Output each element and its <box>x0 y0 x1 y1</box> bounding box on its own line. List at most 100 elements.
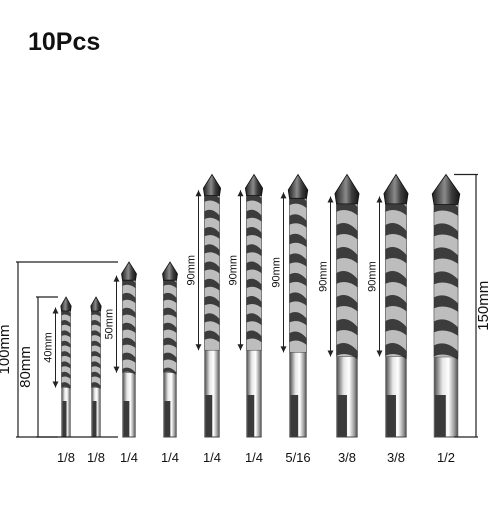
arrow-down <box>327 350 334 357</box>
size-label: 3/8 <box>387 450 405 465</box>
flute-spiral <box>91 340 101 348</box>
drill-bit-tip <box>90 296 102 312</box>
drill-bit: 1/2 <box>431 173 461 465</box>
flute-length-label: 90mm <box>318 261 330 292</box>
flute-spiral <box>289 292 307 306</box>
flute-spiral <box>61 309 71 317</box>
flute-spiral <box>434 247 458 264</box>
flute-dimension: 90mm <box>271 192 287 353</box>
flute-spiral <box>434 295 458 312</box>
flute-spiral <box>61 340 71 348</box>
flute-spiral <box>204 227 220 239</box>
flute-spiral <box>163 337 177 348</box>
shank-flat <box>164 401 171 437</box>
flute-spiral <box>246 261 262 274</box>
drill-bit: 1/4 <box>161 261 179 465</box>
arrow-down <box>195 344 202 351</box>
flute-spiral <box>246 227 262 239</box>
shank-flat <box>62 401 67 437</box>
flute-spiral <box>122 367 136 375</box>
flute-spiral <box>204 296 220 308</box>
flute-spiral <box>204 209 220 222</box>
flute-spiral <box>246 244 262 257</box>
arrow-down <box>113 366 120 373</box>
shank-flat <box>290 395 299 437</box>
arrow-up <box>280 192 287 199</box>
size-label: 1/4 <box>161 450 179 465</box>
flute-spiral <box>246 278 262 291</box>
drill-bit-tip <box>287 173 309 199</box>
drill-bit: 1/4 90mm <box>186 173 222 465</box>
flute-spiral <box>289 331 307 345</box>
flute-spiral <box>91 330 101 338</box>
flute-spiral <box>434 343 458 360</box>
shank-flat <box>337 395 347 437</box>
title: 10Pcs <box>28 28 101 56</box>
drill-bit: 1/8 <box>87 296 105 465</box>
drill-bit-tip <box>244 173 264 196</box>
drill-bit: 1/4 90mm <box>228 173 264 465</box>
dimension-80mm: 80mm <box>17 296 58 438</box>
flute-spiral <box>289 272 307 287</box>
shank-flat <box>386 395 396 437</box>
flute-spiral <box>91 371 101 379</box>
arrow-up <box>327 196 334 203</box>
flute-spiral <box>122 352 136 363</box>
flute-spiral <box>246 313 262 326</box>
drill-bit: 3/8 90mm <box>318 173 360 465</box>
flute-spiral <box>289 253 307 267</box>
flute-length-label: 40mm <box>43 332 55 363</box>
drill-bit-tip <box>383 173 409 205</box>
flute-spiral <box>336 270 358 288</box>
flute-spiral <box>122 307 136 319</box>
flute-dimension: 90mm <box>186 190 202 351</box>
drill-bit: 5/16 90mm <box>271 173 311 465</box>
dimension-150mm: 150mm <box>454 173 492 438</box>
arrow-up <box>237 190 244 197</box>
dimension-100mm: 100mm <box>0 261 118 438</box>
flute-dimension: 40mm <box>43 307 59 388</box>
flute-spiral <box>163 322 177 333</box>
flute-spiral <box>204 313 220 326</box>
shank-flat <box>123 401 130 437</box>
flute-length-label: 90mm <box>186 255 198 286</box>
drill-bit: 1/4 50mm <box>104 261 138 465</box>
flute-spiral <box>289 214 307 228</box>
size-label: 1/4 <box>120 450 138 465</box>
dimension-label: 100mm <box>0 324 13 374</box>
flute-length-label: 90mm <box>271 257 283 288</box>
size-label: 1/8 <box>87 450 105 465</box>
size-label: 1/4 <box>245 450 263 465</box>
flute-spiral <box>61 382 71 390</box>
flute-spiral <box>163 292 177 304</box>
flute-spiral <box>61 320 71 328</box>
flute-dimension: 90mm <box>228 190 244 351</box>
flute-spiral <box>336 222 358 240</box>
arrow-down <box>280 346 287 353</box>
shank-flat <box>247 395 255 437</box>
flute-dimension: 50mm <box>104 275 120 373</box>
flute-spiral <box>204 278 220 291</box>
flute-spiral <box>91 382 101 390</box>
flute-spiral <box>61 330 71 338</box>
flute-spiral <box>336 342 358 360</box>
flute-spiral <box>385 270 407 288</box>
flute-spiral <box>385 246 407 264</box>
drill-bit-tip <box>202 173 222 196</box>
drill-bit-tip <box>334 173 360 205</box>
flute-spiral <box>61 371 71 379</box>
flute-spiral <box>434 319 458 336</box>
flute-dimension: 90mm <box>318 196 334 357</box>
flute-spiral <box>434 223 458 240</box>
size-label: 3/8 <box>338 450 356 465</box>
flute-spiral <box>336 246 358 264</box>
shank-flat <box>92 401 97 437</box>
drill-bit-tip <box>431 173 461 205</box>
flute-spiral <box>289 233 307 248</box>
flute-spiral <box>246 209 262 222</box>
flute-spiral <box>246 296 262 308</box>
flute-spiral <box>122 337 136 348</box>
arrow-up <box>376 196 383 203</box>
